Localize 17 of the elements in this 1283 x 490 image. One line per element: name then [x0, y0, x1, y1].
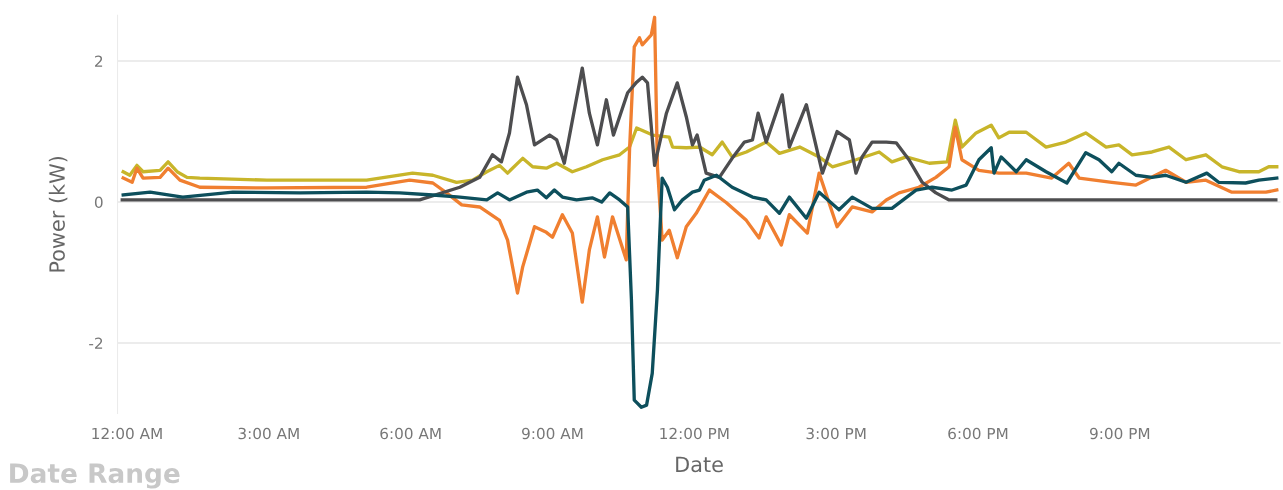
line-series [120, 66, 1278, 202]
x-tick-label: 12:00 AM [92, 427, 162, 440]
y-tick-label: -2 [89, 337, 103, 349]
x-axis-title: Date [676, 456, 723, 473]
x-tick-label: 6:00 PM [948, 427, 1008, 440]
x-tick-label: 3:00 PM [806, 427, 866, 440]
x-tick-label: 6:00 AM [380, 427, 441, 440]
y-axis-title: Power (kW) [48, 156, 68, 272]
y-tick-label: 2 [95, 55, 103, 67]
line-series [121, 15, 1279, 304]
x-tick-label: 3:00 AM [238, 427, 299, 440]
x-tick-label: 9:00 PM [1090, 427, 1150, 440]
y-tick-label: 0 [94, 196, 103, 209]
line-series [121, 146, 1279, 409]
x-tick-label: 12:00 PM [660, 427, 729, 440]
line-series [121, 118, 1279, 184]
x-tick-label: 9:00 AM [522, 427, 583, 440]
